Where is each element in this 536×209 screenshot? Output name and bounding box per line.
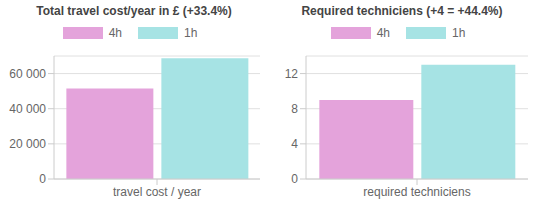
html-text:Total travel cost/year in £ (+: Total travel cost/year in £ (+33.4%) xyxy=(36,4,232,18)
svg-text:4: 4 xyxy=(291,137,298,151)
svg-text:40 000: 40 000 xyxy=(9,102,46,116)
svg-text:0: 0 xyxy=(291,172,298,186)
html-text:1h: 1h xyxy=(184,26,198,40)
svg-text:20 000: 20 000 xyxy=(9,137,46,151)
svg-text:required techniciens: required techniciens xyxy=(363,185,470,199)
svg-text:travel cost / year: travel cost / year xyxy=(113,185,201,199)
svg-text:0: 0 xyxy=(39,172,46,186)
svg-text:12: 12 xyxy=(285,67,299,81)
html-text:1h: 1h xyxy=(452,26,466,40)
html-text:4h: 4h xyxy=(108,26,122,40)
svg-text:8: 8 xyxy=(291,102,298,116)
svg-text:60 000: 60 000 xyxy=(9,67,46,81)
html-text:Required techniciens (+4 = +44: Required techniciens (+4 = +44.4%) xyxy=(301,4,503,18)
html-text:4h: 4h xyxy=(376,26,390,40)
